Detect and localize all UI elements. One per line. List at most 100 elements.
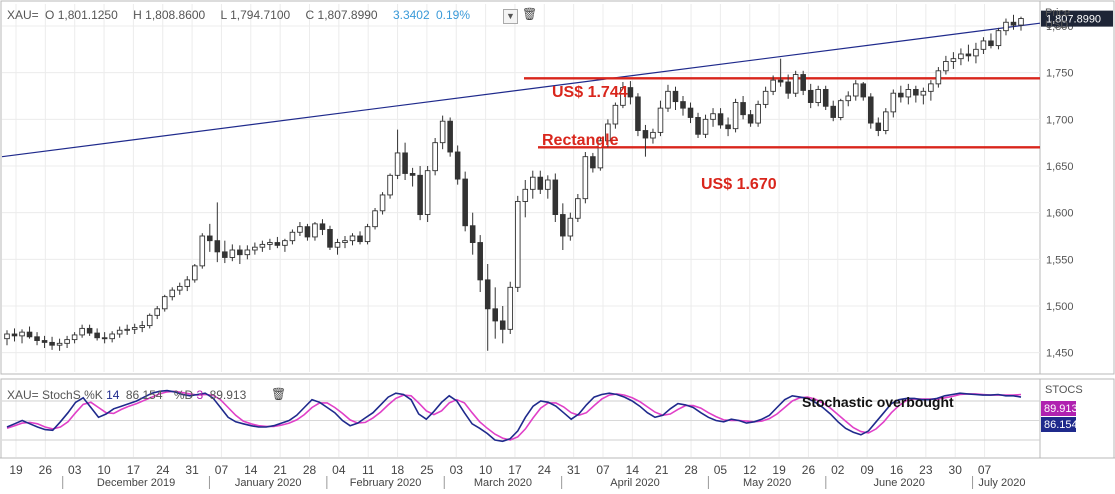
stoch-k-value: 86.154 — [125, 388, 163, 402]
candle-body — [627, 87, 634, 98]
candle-body — [747, 114, 754, 124]
last-price-tag — [1041, 10, 1113, 27]
candle-body — [522, 188, 529, 202]
candle-body — [34, 336, 40, 341]
candle-body — [274, 242, 281, 246]
candle-body — [695, 117, 701, 135]
stoch-k-tag-text: 86.154 — [1044, 419, 1078, 431]
candle-body — [342, 240, 348, 243]
candle-body — [477, 242, 483, 281]
stoch-d-label: %D — [173, 388, 194, 402]
candle-body — [109, 333, 115, 340]
candle-body — [184, 279, 191, 287]
candle-body — [379, 194, 386, 212]
candle-body — [447, 120, 453, 153]
candle-body — [237, 249, 243, 256]
date-tick-label: 30 — [949, 463, 963, 477]
date-tick-label: 03 — [450, 463, 464, 477]
date-tick-label: 09 — [860, 463, 874, 477]
candle-body — [514, 201, 521, 288]
candle-body — [777, 79, 784, 83]
stoch-k-line — [6, 389, 1022, 443]
candle-body — [800, 74, 806, 91]
candle-body — [845, 95, 852, 102]
candle-body — [770, 79, 776, 92]
stoch-k-label: %K — [84, 388, 103, 402]
candle-body — [920, 90, 927, 96]
last-price-tag-text: 1,807.8990 — [1046, 14, 1101, 26]
stoch-trash-icon[interactable]: 🗑 — [271, 387, 287, 401]
candle-body — [582, 156, 589, 200]
date-tick-label: 25 — [420, 463, 434, 477]
stoch-d-period: 3 — [196, 388, 204, 402]
candle-body — [484, 279, 491, 310]
candle-body — [176, 285, 183, 291]
trendline — [1, 22, 1041, 158]
candle-body — [650, 131, 656, 139]
trash-icon[interactable]: 🗑 — [522, 7, 538, 21]
candle-body — [1003, 21, 1009, 32]
candle-body — [792, 74, 799, 94]
candle-body — [837, 100, 844, 118]
month-label: June 2020 — [873, 477, 924, 489]
candle-body — [943, 61, 949, 72]
candle-body — [252, 246, 258, 251]
month-label: December 2019 — [97, 477, 175, 489]
date-tick-label: 24 — [538, 463, 552, 477]
candle-body — [913, 89, 919, 96]
annotation-lower-level: US$ 1.670 — [701, 176, 777, 193]
candle-body — [635, 96, 641, 131]
price-tick-label: 1,450 — [1046, 348, 1074, 360]
candle-body — [1010, 21, 1017, 26]
open-value: 1,801.1250 — [57, 8, 118, 22]
candle-body — [124, 328, 130, 331]
open-label: O — [45, 8, 55, 22]
candle-body — [11, 333, 18, 337]
candle-body — [492, 308, 499, 322]
date-tick-label: 11 — [362, 463, 375, 477]
stoch-k-period: 14 — [106, 388, 120, 402]
candle-body — [807, 89, 814, 103]
candle-body — [529, 176, 536, 190]
date-tick-label: 10 — [97, 463, 111, 477]
date-tick-label: 03 — [68, 463, 82, 477]
price-axis-title-line1: Price — [1045, 7, 1071, 19]
candle-body — [146, 314, 153, 327]
candle-body — [852, 83, 859, 97]
candle-body — [567, 217, 574, 237]
candle-body — [552, 179, 559, 215]
candle-body — [898, 92, 904, 98]
close-label: C — [305, 8, 315, 22]
date-tick-label: 31 — [567, 463, 581, 477]
candle-body — [680, 101, 686, 109]
date-tick-label: 14 — [626, 463, 640, 477]
date-tick-label: 19 — [772, 463, 786, 477]
candle-body — [161, 296, 168, 310]
candle-body — [191, 265, 198, 281]
date-tick-label: 31 — [185, 463, 199, 477]
candle-body — [710, 113, 716, 120]
date-tick-label: 16 — [890, 463, 904, 477]
candle-body — [349, 235, 356, 242]
month-label: February 2020 — [350, 477, 422, 489]
candle-body — [327, 229, 333, 248]
candle-body — [687, 107, 694, 118]
candle-body — [890, 92, 897, 113]
date-tick-label: 17 — [127, 463, 141, 477]
candle-body — [672, 90, 679, 103]
candle-body — [94, 332, 100, 339]
candle-body — [665, 90, 671, 109]
candle-body — [71, 334, 78, 341]
date-tick-label: 17 — [508, 463, 522, 477]
candle-body — [49, 341, 55, 346]
candle-body — [620, 87, 626, 106]
high-label: H — [133, 8, 142, 22]
close-value: 1,807.8990 — [317, 8, 378, 22]
stoch-name: StochS — [42, 388, 81, 402]
price-tick-label: 1,650 — [1046, 161, 1074, 173]
stoch-d-tag — [1041, 401, 1076, 416]
chevron-down-icon[interactable]: ▼ — [503, 9, 518, 24]
candle-body — [304, 226, 311, 238]
date-tick-label: 07 — [215, 463, 229, 477]
